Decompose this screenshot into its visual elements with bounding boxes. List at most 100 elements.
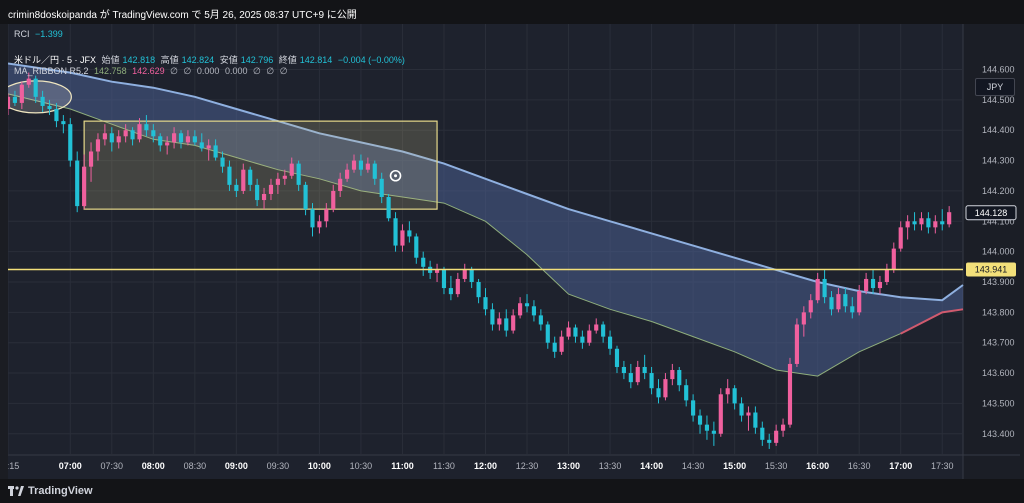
ribbon-na-6: ∅ (266, 66, 275, 76)
candle-down (151, 130, 156, 137)
candle-down (926, 218, 931, 228)
rci-legend[interactable]: RCI −1.399 (14, 29, 66, 39)
candle-down (829, 297, 834, 310)
low-label: 安値 (219, 55, 238, 65)
candle-up (594, 324, 599, 331)
y-tick-label: 143.900 (982, 277, 1015, 287)
candle-up (815, 278, 820, 301)
candle-up (19, 84, 24, 103)
candle-up (338, 178, 343, 191)
candle-up (351, 160, 357, 170)
candle-up (884, 269, 889, 282)
change-value: −0.004 (−0.00%) (337, 55, 405, 65)
ribbon-na-2: ∅ (183, 66, 192, 76)
candle-down (407, 230, 412, 237)
candle-down (580, 336, 585, 343)
y-tick-label: 143.400 (982, 429, 1015, 439)
candle-down (421, 257, 426, 267)
price-axis-pane (963, 24, 1020, 479)
candle-up (877, 281, 883, 289)
x-tick-label: 11:00 (391, 461, 414, 471)
candle-up (898, 227, 903, 249)
footer-bar: TradingView (0, 479, 1024, 503)
candle-up (82, 166, 87, 207)
ribbon-legend[interactable]: MA_RIBBON R5.2 142.758 142.629 ∅ ∅ 0.000… (14, 66, 291, 77)
ribbon-na-3: 0.000 (196, 66, 220, 76)
y-tick-label: 143.700 (982, 338, 1015, 348)
candle-up (8, 96, 11, 109)
publish-caption-bar: crimin8doskoipanda が TradingView.com で 5… (0, 0, 1024, 24)
candle-down (469, 269, 474, 282)
candle-down (545, 324, 550, 343)
candle-down (358, 160, 364, 170)
candle-down (441, 269, 447, 289)
candle-down (531, 306, 537, 316)
candle-up (836, 294, 841, 310)
currency-badge[interactable]: JPY (975, 78, 1015, 96)
chart-frame[interactable]: 144.600 144.500 144.400 144.300 144.200 144.1… (8, 24, 1020, 479)
candle-up (172, 133, 177, 143)
high-value: 142.824 (181, 55, 215, 65)
y-tick-label: 144.400 (982, 125, 1015, 135)
candle-down (414, 236, 419, 258)
candle-down (220, 157, 225, 167)
candle-down (524, 303, 530, 307)
candle-up (26, 78, 31, 85)
x-tick-label: 17:00 (889, 461, 912, 471)
candle-down (732, 388, 737, 404)
symbol-legend[interactable]: 米ドル／円 · 5 · JFX 始値 142.818 高値 142.824 安値 14… (14, 53, 408, 66)
candle-down (199, 142, 204, 149)
level-price-label: 143.941 (975, 265, 1008, 275)
x-tick-label: 09:30 (267, 461, 290, 471)
tradingview-brand[interactable]: TradingView (28, 485, 93, 497)
low-value: 142.796 (240, 55, 274, 65)
y-tick-label: 144.300 (982, 156, 1015, 166)
candle-up (206, 145, 211, 149)
candle-down (504, 318, 509, 331)
candle-up (88, 151, 94, 167)
candle-up (808, 300, 813, 313)
candle-up (123, 130, 128, 137)
x-tick-label: 15:30 (765, 461, 788, 471)
candle-down (68, 124, 73, 161)
x-tick-label: 08:30 (184, 461, 207, 471)
x-tick-label: 14:00 (640, 461, 663, 471)
candle-up (324, 209, 329, 222)
candle-down (656, 388, 661, 398)
x-tick-label: 16:30 (848, 461, 871, 471)
candle-down (109, 133, 114, 143)
candle-down (379, 178, 384, 198)
candle-down (552, 342, 557, 352)
candle-up (400, 230, 405, 246)
x-tick-label: 14:30 (682, 461, 705, 471)
candle-down (130, 130, 135, 140)
candle-down (760, 427, 765, 440)
candle-down (704, 424, 710, 431)
candle-down (234, 184, 239, 191)
rci-name: RCI (14, 29, 30, 39)
tradingview-logo-icon[interactable] (8, 484, 24, 498)
candle-down (621, 366, 626, 374)
candle-down (192, 136, 197, 143)
candle-up (261, 193, 267, 201)
candle-up (241, 169, 246, 191)
candle-up (455, 278, 460, 295)
candle-up (919, 218, 924, 225)
candle-down (767, 439, 772, 443)
candle-down (711, 430, 716, 434)
x-tick-label: 12:00 (474, 461, 497, 471)
candle-up (933, 221, 938, 228)
x-tick-label: 09:00 (225, 461, 248, 471)
x-tick-label: 06:15 (8, 461, 19, 471)
candlestick-chart[interactable]: 144.600 144.500 144.400 144.300 144.200 144.1… (8, 24, 1020, 479)
candle-down (144, 124, 149, 131)
x-tick-label: 15:00 (723, 461, 746, 471)
open-value: 142.818 (122, 55, 156, 65)
close-value: 142.814 (299, 55, 333, 65)
candle-down (649, 373, 654, 389)
candle-down (850, 306, 855, 313)
x-tick-label: 13:00 (557, 461, 580, 471)
candle-up (857, 291, 862, 313)
candle-down (47, 105, 52, 109)
candle-down (691, 400, 696, 416)
